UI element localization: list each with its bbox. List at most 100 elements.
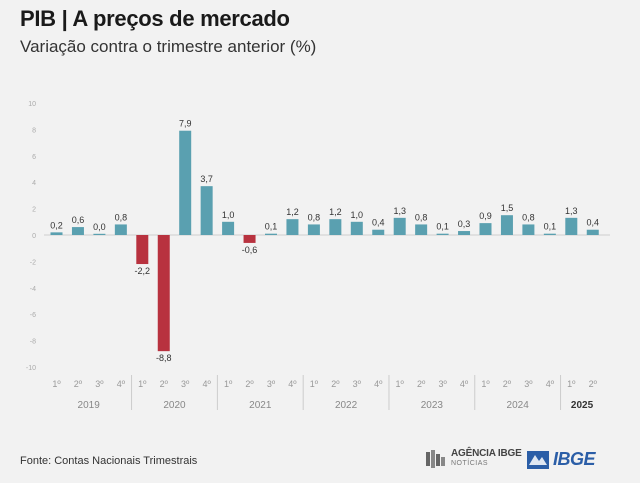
- y-tick-label: 10: [28, 101, 36, 108]
- quarter-tick-label: 4º: [460, 379, 469, 389]
- year-label-2025: 2025: [571, 400, 594, 411]
- data-label: 0,6: [72, 215, 85, 225]
- ibge-logo-icon: [527, 450, 549, 469]
- quarter-tick-label: 3º: [438, 379, 447, 389]
- year-label-2024: 2024: [507, 400, 530, 411]
- quarter-tick-label: 2º: [589, 379, 598, 389]
- bar-2022-q4: [372, 229, 385, 235]
- bar-2022-q3: [350, 221, 363, 235]
- bar-2021-q1: [222, 221, 235, 235]
- page-title: PIB | A preços de mercado: [20, 6, 290, 31]
- bar-2019-q2: [71, 227, 84, 235]
- bar-2019-q3: [93, 233, 106, 235]
- quarter-tick-label: 4º: [374, 379, 383, 389]
- year-label-2022: 2022: [335, 400, 358, 411]
- quarter-tick-label: 1º: [310, 379, 319, 389]
- year-label-2023: 2023: [421, 400, 444, 411]
- data-label: -8,8: [156, 353, 172, 363]
- quarter-tick-label: 1º: [396, 379, 405, 389]
- quarter-tick-label: 3º: [181, 379, 190, 389]
- y-tick-label: 2: [32, 207, 36, 214]
- quarter-tick-label: 3º: [95, 379, 104, 389]
- quarter-tick-label: 4º: [117, 379, 126, 389]
- ibge-logo-text: IBGE: [553, 449, 596, 469]
- quarter-tick-label: 1º: [138, 379, 147, 389]
- quarter-tick-label: 1º: [52, 379, 61, 389]
- data-label: 0,8: [415, 212, 428, 222]
- data-label: -2,2: [135, 266, 151, 276]
- bar-2020-q3: [179, 130, 192, 235]
- data-label: 1,5: [501, 203, 514, 213]
- data-label: 1,3: [565, 206, 578, 216]
- bar-2023-q4: [458, 231, 471, 235]
- y-tick-label: 6: [32, 154, 36, 161]
- quarter-tick-label: 1º: [224, 379, 233, 389]
- quarter-tick-label: 3º: [524, 379, 533, 389]
- bar-2021-q3: [265, 233, 277, 235]
- quarter-tick-label: 2º: [417, 379, 426, 389]
- data-label: 0,9: [479, 211, 492, 221]
- bar-2024-q2: [500, 215, 513, 235]
- quarter-tick-label: 2º: [503, 379, 512, 389]
- bar-2020-q1: [136, 235, 149, 265]
- data-label: 0,8: [115, 212, 128, 222]
- year-label-2019: 2019: [78, 400, 101, 411]
- bar-2020-q2: [157, 235, 170, 352]
- quarter-tick-label: 2º: [160, 379, 169, 389]
- data-label: 0,4: [586, 218, 599, 228]
- year-label-2021: 2021: [249, 400, 272, 411]
- bar-2023-q1: [393, 217, 406, 235]
- y-tick-label: -4: [30, 286, 36, 293]
- data-label: 0,2: [50, 220, 63, 230]
- bar-2023-q3: [436, 233, 449, 235]
- y-tick-label: 4: [32, 180, 36, 187]
- quarter-tick-label: 2º: [74, 379, 83, 389]
- agencia-ibge-logo: AGÊNCIA IBGE NOTÍCIAS: [425, 448, 522, 470]
- source-note: Fonte: Contas Nacionais Trimestrais: [20, 455, 198, 467]
- y-tick-label: -6: [30, 312, 36, 319]
- data-label: -0,6: [242, 245, 258, 255]
- bar-2021-q4: [286, 219, 299, 235]
- agencia-logo-sub: NOTÍCIAS: [451, 460, 489, 467]
- bar-2023-q2: [415, 224, 428, 235]
- y-tick-label: 8: [32, 127, 36, 134]
- quarter-tick-label: 4º: [288, 379, 297, 389]
- data-label: 0,1: [265, 222, 278, 232]
- data-label: 0,8: [522, 212, 535, 222]
- bar-2022-q1: [307, 224, 320, 235]
- bar-2021-q2: [243, 235, 256, 243]
- y-tick-label: 0: [32, 233, 36, 240]
- year-label-2020: 2020: [163, 400, 186, 411]
- data-label: 1,2: [329, 207, 342, 217]
- bar-2025-q1: [565, 217, 578, 235]
- quarter-tick-label: 3º: [353, 379, 362, 389]
- bar-2024-q4: [543, 233, 556, 235]
- quarter-tick-label: 3º: [267, 379, 276, 389]
- agencia-logo-text: AGÊNCIA IBGE: [451, 448, 522, 459]
- bar-2019-q1: [50, 232, 63, 235]
- quarter-tick-label: 2º: [331, 379, 340, 389]
- data-label: 7,9: [179, 119, 192, 129]
- data-label: 1,3: [393, 206, 406, 216]
- data-label: 0,1: [436, 222, 449, 232]
- page-subtitle: Variação contra o trimestre anterior (%): [20, 37, 317, 56]
- bar-2024-q1: [479, 223, 492, 235]
- y-tick-label: -8: [30, 339, 36, 346]
- data-label: 0,4: [372, 218, 385, 228]
- bar-2019-q4: [114, 224, 127, 235]
- data-label: 0,1: [544, 222, 557, 232]
- bar-2022-q2: [329, 219, 342, 235]
- agencia-logo-icon: [426, 450, 445, 468]
- data-label: 1,2: [286, 207, 299, 217]
- bar-2024-q3: [522, 224, 535, 235]
- data-label: 0,0: [93, 222, 106, 232]
- data-label: 1,0: [351, 210, 364, 220]
- quarter-tick-label: 4º: [546, 379, 555, 389]
- data-label: 3,7: [200, 174, 213, 184]
- ibge-logo: IBGE: [527, 449, 596, 470]
- bar-2020-q4: [200, 186, 213, 235]
- y-tick-label: -2: [30, 259, 36, 266]
- quarter-tick-label: 4º: [203, 379, 212, 389]
- bar-2025-q2: [586, 229, 599, 235]
- data-label: 1,0: [222, 210, 235, 220]
